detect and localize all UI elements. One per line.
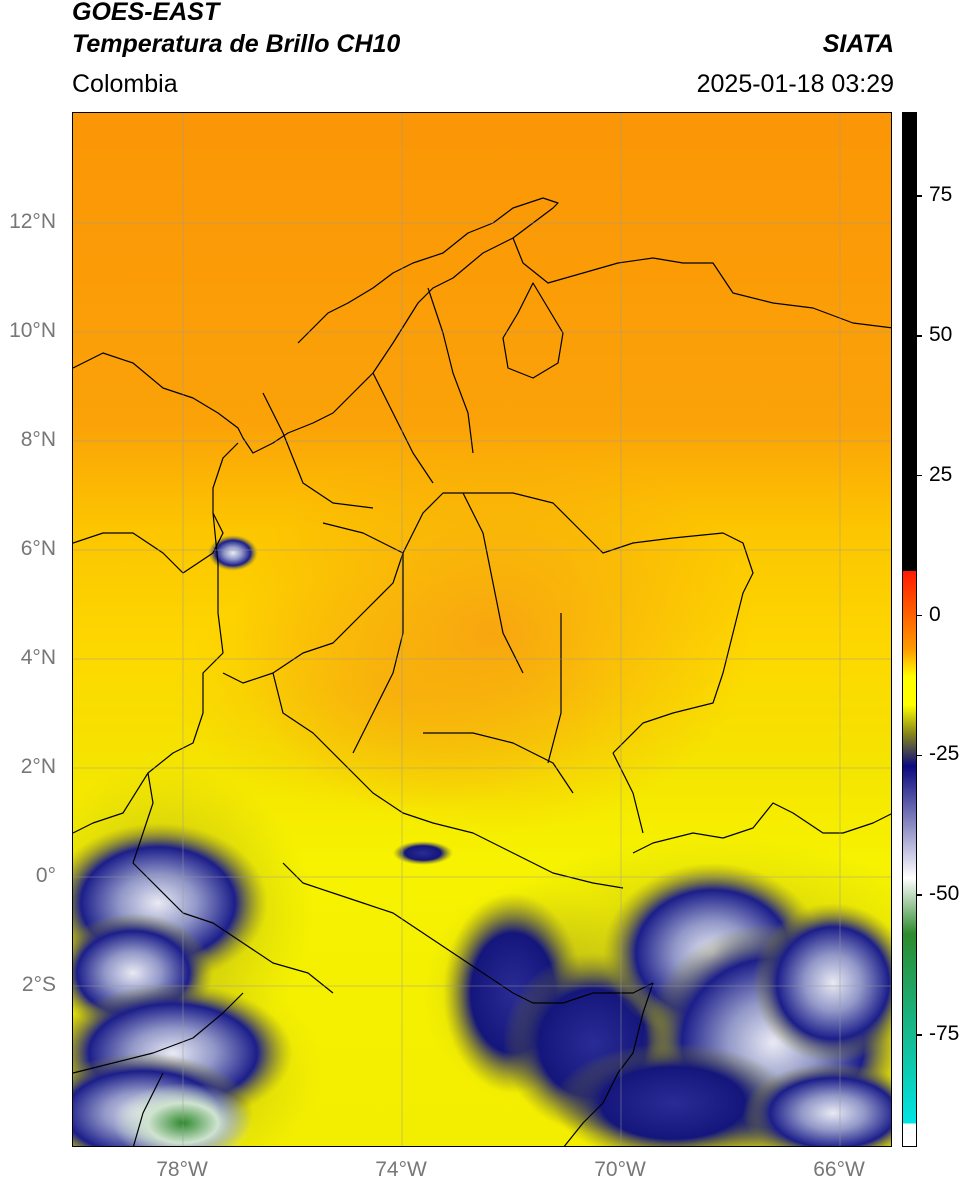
lon-tick-label: 78°W <box>156 1158 208 1181</box>
colorbar-tick-label: -25 <box>929 742 960 766</box>
colorbar-tick <box>917 754 922 757</box>
colorbar-tick <box>917 195 922 197</box>
lat-tick-label: 6°N <box>20 537 56 560</box>
colorbar-tick <box>917 614 922 617</box>
lat-tick-label: 12°N <box>9 210 56 233</box>
lat-tick-label: 8°N <box>20 428 56 451</box>
colorbar-tick <box>917 335 922 337</box>
lon-tick-label: 66°W <box>813 1158 865 1181</box>
colorbar-tick-label: 50 <box>929 322 953 346</box>
datetime-label: 2025-01-18 03:29 <box>696 70 894 98</box>
satellite-map[interactable] <box>72 112 892 1147</box>
satellite-title: GOES-EAST <box>72 0 220 26</box>
lat-tick-label: 10°N <box>9 319 56 342</box>
agency-label: SIATA <box>822 30 894 58</box>
colorbar-tick <box>917 1034 922 1036</box>
lon-tick-label: 74°W <box>375 1158 427 1181</box>
colorbar-tick <box>917 894 922 896</box>
colorbar-tick <box>917 474 922 477</box>
lat-tick-label: 2°S <box>21 973 56 996</box>
temperature-colorbar <box>902 112 917 1147</box>
lat-tick-label: 2°N <box>20 755 56 778</box>
lat-tick-label: 4°N <box>20 646 56 669</box>
colorbar-tick-label: -50 <box>929 882 960 906</box>
graticule <box>73 113 891 1146</box>
lon-tick-label: 70°W <box>594 1158 646 1181</box>
colorbar-tick-label: 25 <box>929 462 953 486</box>
map-canvas <box>73 113 891 1146</box>
colorbar-tick-label: 0 <box>929 602 941 626</box>
lat-tick-label: 0° <box>35 864 56 887</box>
region-label: Colombia <box>72 70 178 98</box>
colorbar-tick-label: 75 <box>929 182 953 206</box>
coastline-lines <box>73 197 891 1146</box>
product-title: Temperatura de Brillo CH10 <box>72 30 401 58</box>
colorbar-tick-label: -75 <box>929 1022 960 1046</box>
